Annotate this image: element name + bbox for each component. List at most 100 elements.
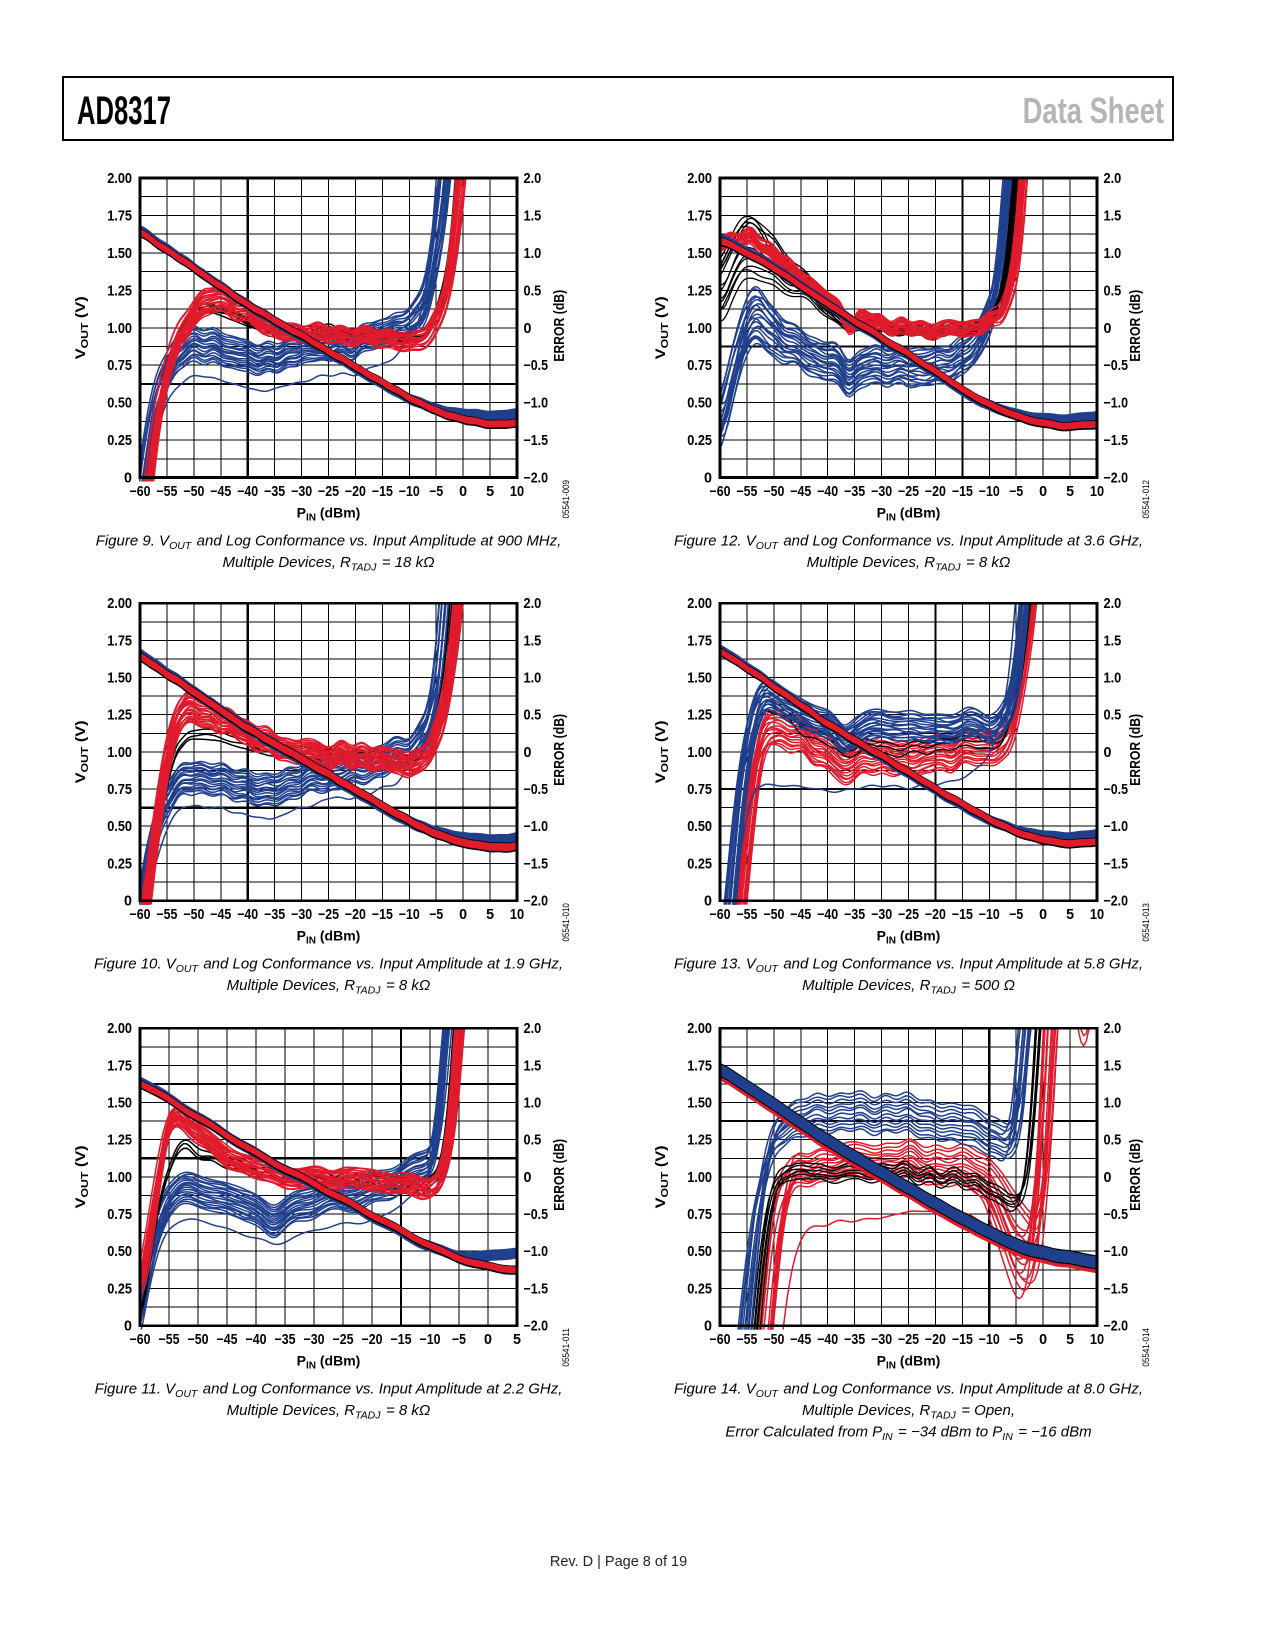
svg-text:ERROR (dB): ERROR (dB) (551, 714, 568, 786)
svg-text:−55: −55 (159, 1332, 180, 1348)
svg-text:−2.0: −2.0 (524, 894, 549, 910)
svg-text:−60: −60 (710, 1332, 731, 1348)
svg-text:05541-012: 05541-012 (1141, 480, 1151, 519)
svg-text:05541-013: 05541-013 (1141, 903, 1151, 942)
svg-text:Figure 11. VOUT and Log Confo: Figure 11. VOUT and Log Conformance vs. … (95, 1381, 563, 1401)
svg-text:VOUT (V): VOUT (V) (72, 720, 91, 783)
svg-text:1.50: 1.50 (107, 1096, 132, 1112)
svg-text:1.25: 1.25 (107, 1133, 132, 1149)
svg-text:0.5: 0.5 (524, 1133, 542, 1149)
svg-text:−1.0: −1.0 (1104, 819, 1129, 835)
svg-text:0: 0 (124, 471, 132, 487)
svg-text:Multiple Devices, RTADJ = 8 k: Multiple Devices, RTADJ = 8 kΩ (227, 977, 431, 997)
svg-text:Figure 13. VOUT and Log Confo: Figure 13. VOUT and Log Conformance vs. … (674, 956, 1143, 976)
svg-text:−15: −15 (391, 1332, 412, 1348)
svg-text:1.25: 1.25 (107, 283, 132, 299)
svg-text:−50: −50 (763, 484, 784, 500)
svg-text:0.5: 0.5 (524, 283, 542, 299)
svg-text:Multiple Devices, RTADJ = 8 k: Multiple Devices, RTADJ = 8 kΩ (807, 554, 1011, 574)
svg-text:1.5: 1.5 (1104, 1058, 1122, 1074)
svg-text:−1.0: −1.0 (1104, 1244, 1129, 1260)
svg-text:0: 0 (704, 1319, 712, 1335)
svg-text:1.0: 1.0 (524, 246, 542, 262)
svg-text:−45: −45 (217, 1332, 238, 1348)
svg-text:−25: −25 (333, 1332, 354, 1348)
svg-text:Multiple Devices, RTADJ = 18: Multiple Devices, RTADJ = 18 kΩ (223, 554, 435, 574)
svg-text:VOUT (V): VOUT (V) (72, 296, 91, 359)
svg-text:−35: −35 (275, 1332, 296, 1348)
svg-text:−2.0: −2.0 (1104, 894, 1129, 910)
svg-text:2.00: 2.00 (107, 171, 132, 187)
svg-text:VOUT (V): VOUT (V) (652, 296, 671, 359)
svg-text:−50: −50 (183, 907, 204, 923)
svg-text:−45: −45 (790, 484, 811, 500)
svg-text:−45: −45 (210, 907, 231, 923)
svg-text:−2.0: −2.0 (1104, 471, 1129, 487)
svg-text:−20: −20 (345, 484, 366, 500)
svg-text:0: 0 (1104, 321, 1112, 337)
svg-text:2.0: 2.0 (1104, 1021, 1122, 1037)
svg-text:0: 0 (1039, 484, 1047, 500)
svg-text:−30: −30 (871, 1332, 892, 1348)
svg-text:1.25: 1.25 (687, 1133, 712, 1149)
svg-text:Figure 14. VOUT and Log Confo: Figure 14. VOUT and Log Conformance vs. … (674, 1381, 1143, 1401)
svg-text:−2.0: −2.0 (1104, 1319, 1129, 1335)
svg-text:1.5: 1.5 (1104, 208, 1122, 224)
svg-text:−35: −35 (264, 484, 285, 500)
svg-text:−60: −60 (710, 907, 731, 923)
svg-text:2.00: 2.00 (107, 596, 132, 612)
svg-text:0: 0 (124, 1319, 132, 1335)
svg-text:−40: −40 (237, 907, 258, 923)
svg-text:0.5: 0.5 (524, 708, 542, 724)
svg-text:PIN (dBm): PIN (dBm) (297, 505, 361, 524)
svg-text:−50: −50 (188, 1332, 209, 1348)
svg-text:0: 0 (524, 745, 532, 761)
svg-text:−20: −20 (925, 1332, 946, 1348)
svg-text:0: 0 (704, 894, 712, 910)
svg-text:−0.5: −0.5 (524, 358, 549, 374)
svg-text:ERROR (dB): ERROR (dB) (1127, 290, 1144, 362)
svg-text:−0.5: −0.5 (524, 1207, 549, 1223)
svg-text:−40: −40 (246, 1332, 267, 1348)
svg-text:VOUT (V): VOUT (V) (652, 1145, 671, 1208)
svg-text:−10: −10 (979, 1332, 1000, 1348)
svg-text:05541-011: 05541-011 (561, 1328, 571, 1367)
svg-text:−35: −35 (844, 907, 865, 923)
svg-text:1.00: 1.00 (687, 321, 712, 337)
svg-text:0.75: 0.75 (687, 1207, 712, 1223)
svg-text:0.5: 0.5 (1104, 708, 1122, 724)
svg-text:PIN (dBm): PIN (dBm) (877, 1353, 941, 1372)
svg-text:2.00: 2.00 (687, 596, 712, 612)
svg-text:0.50: 0.50 (687, 396, 712, 412)
svg-text:−1.5: −1.5 (524, 1281, 549, 1297)
svg-text:1.50: 1.50 (687, 1096, 712, 1112)
svg-text:0: 0 (484, 1332, 492, 1348)
svg-text:Figure 9. VOUT and Log Confor: Figure 9. VOUT and Log Conformance vs. I… (96, 533, 562, 553)
svg-text:1.0: 1.0 (524, 1096, 542, 1112)
svg-text:−30: −30 (871, 484, 892, 500)
svg-text:5: 5 (1066, 1332, 1074, 1348)
svg-text:−1.0: −1.0 (524, 1244, 549, 1260)
svg-text:−45: −45 (790, 907, 811, 923)
svg-text:5: 5 (1066, 484, 1074, 500)
svg-text:2.0: 2.0 (1104, 596, 1122, 612)
svg-text:VOUT (V): VOUT (V) (652, 720, 671, 783)
svg-text:Figure 12. VOUT and Log Confo: Figure 12. VOUT and Log Conformance vs. … (674, 533, 1143, 553)
svg-text:−5: −5 (1009, 907, 1023, 923)
svg-text:1.50: 1.50 (107, 246, 132, 262)
svg-text:−25: −25 (898, 484, 919, 500)
svg-text:−10: −10 (420, 1332, 441, 1348)
svg-text:0.75: 0.75 (107, 1207, 132, 1223)
svg-text:PIN (dBm): PIN (dBm) (297, 928, 361, 947)
svg-text:5: 5 (486, 484, 494, 500)
svg-text:−20: −20 (925, 907, 946, 923)
svg-text:−15: −15 (952, 1332, 973, 1348)
svg-text:10: 10 (1090, 1332, 1104, 1348)
svg-text:−1.5: −1.5 (1104, 1281, 1129, 1297)
svg-text:−20: −20 (345, 907, 366, 923)
svg-text:Error Calculated from PIN = −: Error Calculated from PIN = −34 dBm to P… (725, 1424, 1091, 1444)
svg-text:−5: −5 (1009, 484, 1023, 500)
svg-text:ERROR (dB): ERROR (dB) (1127, 1139, 1144, 1211)
svg-text:−2.0: −2.0 (524, 471, 549, 487)
svg-text:PIN (dBm): PIN (dBm) (297, 1353, 361, 1372)
